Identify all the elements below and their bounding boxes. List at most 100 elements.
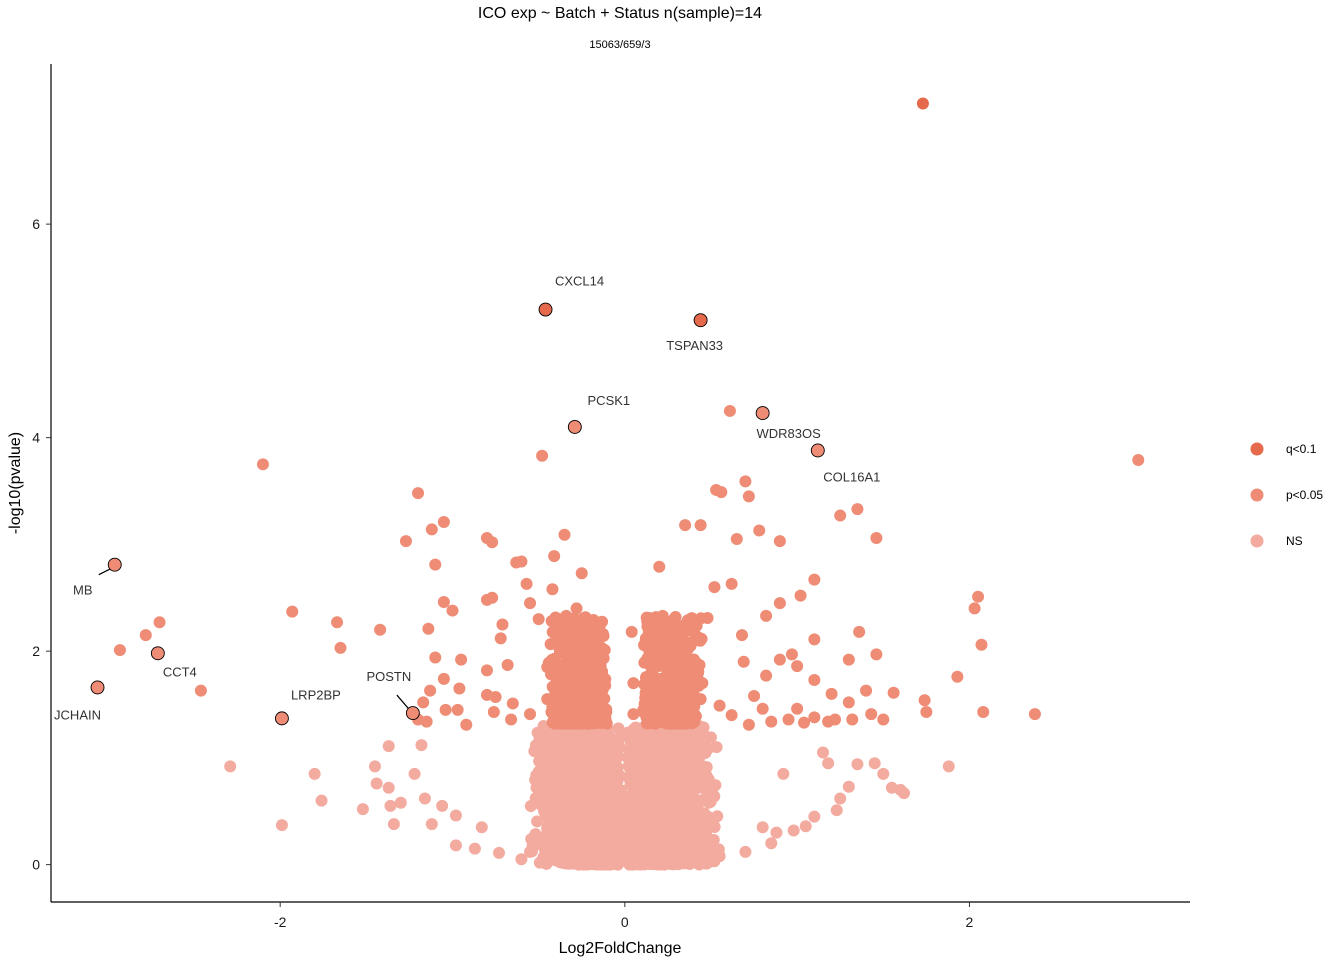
data-point-p005 — [553, 685, 566, 698]
data-point-ns — [449, 839, 462, 852]
ns-cloud-point — [592, 778, 605, 791]
sig-cloud-point — [544, 638, 557, 651]
data-point-p005 — [679, 519, 692, 532]
data-point-p005 — [667, 698, 680, 711]
sig-cloud-point — [598, 692, 611, 705]
data-point-p005 — [748, 689, 761, 702]
data-point-p005 — [735, 629, 748, 642]
data-point-p005 — [773, 535, 786, 548]
ns-cloud-point — [694, 742, 707, 755]
data-point-q01 — [916, 97, 929, 110]
ns-cloud-point — [612, 750, 625, 763]
data-point-p005 — [501, 659, 514, 672]
ns-cloud-point — [646, 799, 659, 812]
ns-cloud-point — [691, 820, 704, 833]
data-point-p005 — [437, 672, 450, 685]
data-point-p005 — [412, 487, 425, 500]
ns-cloud-point — [662, 835, 675, 848]
y-axis-ticks: 0 2 4 6 — [32, 216, 51, 873]
plot-area: CXCL14 TSPAN33 PCSK1 WDR83OS COL16A1 MB CCT4 JC… — [54, 97, 1145, 871]
data-point-p005 — [756, 702, 769, 715]
sig-cloud-point — [587, 614, 600, 627]
data-point-p005 — [887, 686, 900, 699]
ns-cloud-point — [588, 730, 601, 743]
point-label-lrp2bp: LRP2BP — [291, 687, 341, 702]
data-point-p005 — [725, 709, 738, 722]
data-point-ns — [224, 760, 237, 773]
ns-points-layer — [224, 739, 955, 867]
data-point-p005 — [567, 650, 580, 663]
data-point-ns — [816, 746, 829, 759]
data-point-p005 — [584, 704, 597, 717]
data-point-p005 — [791, 702, 804, 715]
point-label-jchain: JCHAIN — [54, 707, 101, 722]
data-point-p005 — [627, 708, 640, 721]
ns-cloud-point — [624, 734, 637, 747]
labeled-point — [150, 646, 165, 661]
data-point-p005 — [587, 622, 600, 635]
data-point-p005 — [439, 703, 452, 716]
ns-cloud-point — [543, 822, 556, 835]
data-point-p005 — [725, 577, 738, 590]
data-point-p005 — [846, 713, 859, 726]
ns-cloud-point — [624, 754, 637, 767]
data-point-p005 — [877, 713, 890, 726]
sig-cloud-point — [648, 711, 661, 724]
data-point-p005 — [506, 697, 519, 710]
data-point-p005 — [742, 490, 755, 503]
ns-cloud-point — [609, 793, 622, 806]
data-point-p005 — [399, 535, 412, 548]
ns-cloud-point — [556, 785, 569, 798]
data-point-p005 — [460, 718, 473, 731]
ns-cloud-point — [666, 758, 679, 771]
ns-cloud-point — [545, 776, 558, 789]
data-point-p005 — [455, 653, 468, 666]
data-point-ns — [765, 837, 778, 850]
ns-cloud-point — [699, 840, 712, 853]
ns-cloud-point — [533, 764, 546, 777]
data-point-ns — [415, 739, 428, 752]
data-point-p005 — [331, 616, 344, 629]
ns-cloud-point — [644, 753, 657, 766]
data-point-p005 — [822, 715, 835, 728]
sig-cloud-point — [563, 696, 576, 709]
data-point-p005 — [679, 650, 692, 663]
sig-cloud-point — [567, 638, 580, 651]
labeled-point — [567, 420, 582, 434]
sig-cloud-point — [679, 625, 692, 638]
ns-cloud-point — [583, 799, 596, 812]
labeled-point — [755, 406, 770, 421]
data-point-p005 — [920, 705, 933, 718]
ns-cloud-point — [635, 826, 648, 839]
ns-cloud-point — [594, 847, 607, 860]
label-connector — [396, 694, 410, 710]
sig-cloud-point — [546, 626, 559, 639]
ns-cloud-point — [541, 799, 554, 812]
data-point-p005 — [1132, 454, 1145, 467]
ns-cloud-point — [679, 856, 692, 869]
data-point-p005 — [808, 673, 821, 686]
data-point-ns — [808, 810, 821, 823]
ns-cloud-point — [633, 733, 646, 746]
label-connector — [98, 568, 112, 576]
data-point-p005 — [153, 616, 166, 629]
data-point-p005 — [486, 536, 499, 549]
labeled-point — [90, 680, 105, 695]
data-point-p005 — [723, 404, 736, 417]
y-tick-label: 0 — [32, 857, 40, 873]
ns-cloud-point — [687, 778, 700, 791]
y-tick-label: 4 — [32, 430, 40, 446]
point-label-cct4: CCT4 — [163, 664, 197, 679]
ns-cloud-point — [704, 793, 717, 806]
ns-cloud-point — [573, 847, 586, 860]
data-point-ns — [275, 819, 288, 832]
data-point-p005 — [715, 486, 728, 499]
data-point-p005 — [489, 691, 502, 704]
x-tick-label: -2 — [274, 914, 287, 930]
ns-cloud-point — [647, 850, 660, 863]
ns-cloud-point — [600, 761, 613, 774]
data-point-p005 — [713, 699, 726, 712]
point-label-pcsk1: PCSK1 — [588, 393, 631, 408]
point-label-mb: MB — [73, 583, 93, 598]
data-point-p005 — [541, 661, 554, 674]
